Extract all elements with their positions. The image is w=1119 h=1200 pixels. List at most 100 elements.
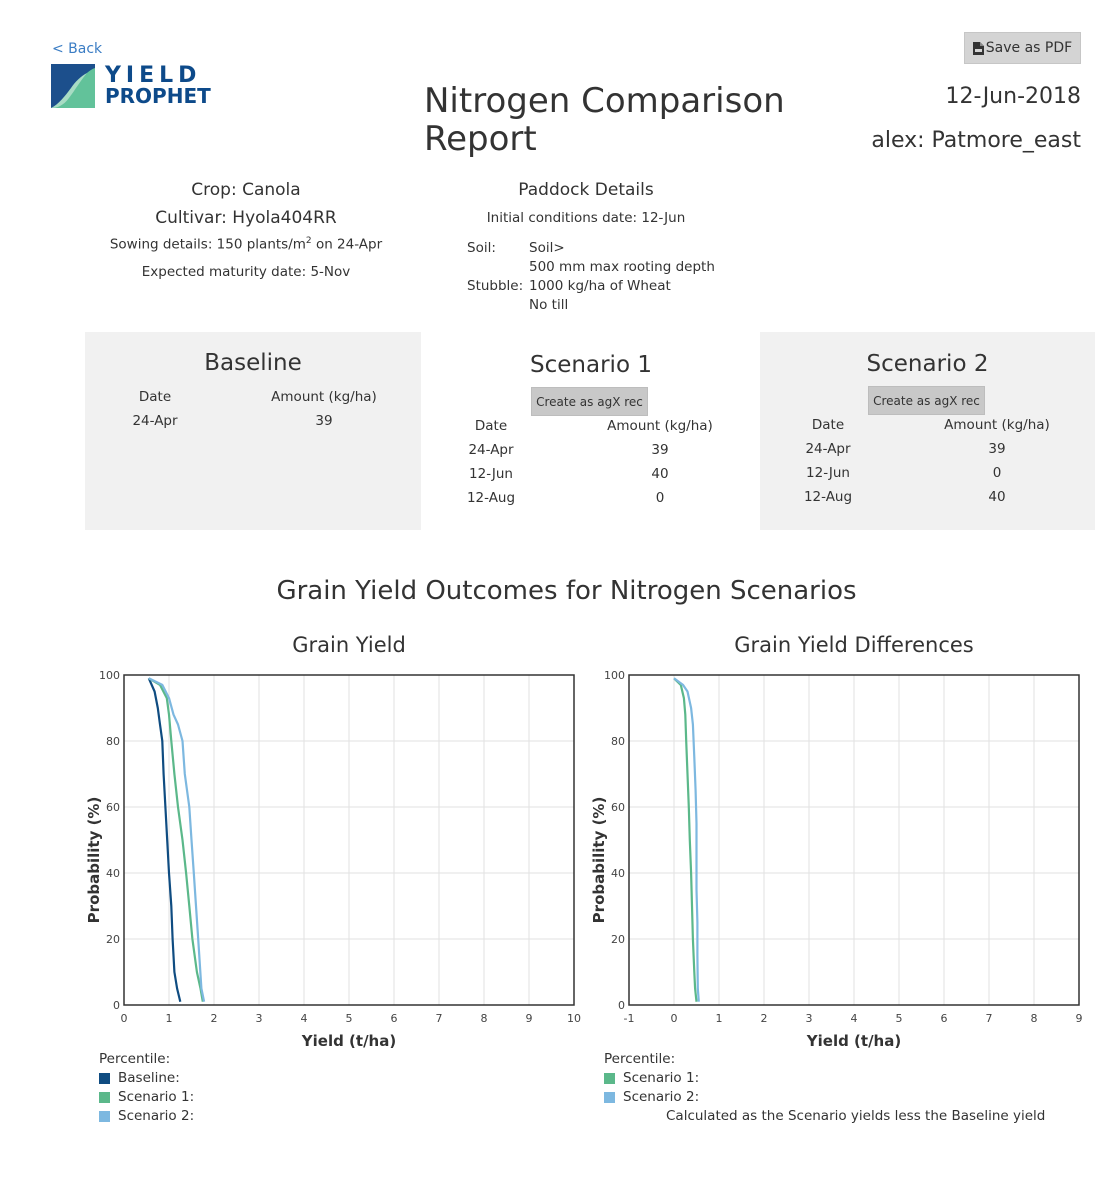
x-axis-label: Yield (t/ha) <box>301 1032 396 1050</box>
baseline-panel: Baseline Date Amount (kg/ha) 24-Apr 39 <box>85 332 421 530</box>
scenario2-swatch <box>99 1110 110 1122</box>
soil-value: Soil> <box>529 240 565 256</box>
scenario1-amount-header: Amount (kg/ha) <box>607 418 713 434</box>
x-tick-label: 7 <box>986 1012 993 1025</box>
y-tick-label: 60 <box>611 801 625 814</box>
legend-item-diff-scenario2: Scenario 2: <box>604 1089 699 1105</box>
x-tick-label: 8 <box>1031 1012 1038 1025</box>
series-line-3 <box>148 677 206 1002</box>
table-row-date: 24-Apr <box>805 441 851 457</box>
table-row-date: 12-Aug <box>466 490 516 506</box>
legend-item-scenario1: Scenario 1: <box>99 1089 194 1105</box>
scenario2-title: Scenario 2 <box>866 351 989 377</box>
pdf-file-icon <box>972 41 984 55</box>
rooting-depth: 500 mm max rooting depth <box>529 259 715 275</box>
x-tick-label: 4 <box>851 1012 858 1025</box>
yield-prophet-logo: YIELD PROPHET <box>51 63 211 109</box>
x-tick-label: 7 <box>436 1012 443 1025</box>
legend-heading-left: Percentile: <box>99 1051 171 1067</box>
legend-item-diff-scenario1: Scenario 1: <box>604 1070 699 1086</box>
crop-details: Crop: Canola Cultivar: Hyola404RR Sowing… <box>86 180 406 280</box>
legend-diff-scenario2-label: Scenario 2: <box>623 1089 700 1105</box>
initial-conditions-date: Initial conditions date: 12-Jun <box>486 210 686 226</box>
x-tick-label: 1 <box>166 1012 173 1025</box>
table-row-amount: 40 <box>988 489 1006 505</box>
x-tick-label: -1 <box>624 1012 635 1025</box>
y-tick-label: 0 <box>113 999 120 1012</box>
x-tick-label: 5 <box>896 1012 903 1025</box>
series-line-2 <box>673 677 700 1002</box>
series-line-2 <box>148 677 204 1002</box>
logo-mark-icon <box>51 64 95 108</box>
scenario2-panel: Scenario 2 Create as agX rec Date Amount… <box>760 332 1095 530</box>
cultivar-name: Cultivar: Hyola404RR <box>155 208 337 228</box>
x-tick-label: 10 <box>567 1012 581 1025</box>
x-tick-label: 9 <box>1076 1012 1083 1025</box>
table-row-amount: 0 <box>655 490 665 506</box>
table-row-amount: 39 <box>651 442 669 458</box>
table-row-date: 24-Apr <box>132 413 178 429</box>
scenario1-create-agx-button[interactable]: Create as agX rec <box>531 387 648 416</box>
sowing-details: Sowing details: 150 plants/m2 on 24-Apr <box>109 236 383 253</box>
x-tick-label: 0 <box>671 1012 678 1025</box>
scenario1-swatch <box>99 1091 110 1103</box>
save-as-pdf-label: Save as PDF <box>985 40 1073 56</box>
stubble-value: 1000 kg/ha of Wheat <box>529 278 671 294</box>
diff-scenario1-swatch <box>604 1072 615 1084</box>
table-row-date: 12-Jun <box>806 465 850 481</box>
page-title-line2: Report <box>424 119 537 159</box>
page-title-line1: Nitrogen Comparison <box>424 81 785 121</box>
x-tick-label: 9 <box>526 1012 533 1025</box>
x-tick-label: 5 <box>346 1012 353 1025</box>
scenario1-title: Scenario 1 <box>530 352 652 378</box>
baseline-title: Baseline <box>204 350 302 376</box>
scenario2-create-agx-button[interactable]: Create as agX rec <box>868 386 985 415</box>
logo-line2: PROPHET <box>105 84 211 108</box>
scenario2-date-header: Date <box>811 417 845 433</box>
legend-item-scenario2: Scenario 2: <box>99 1108 194 1124</box>
y-tick-label: 40 <box>611 867 625 880</box>
back-link[interactable]: < Back <box>52 41 103 57</box>
legend-heading-right: Percentile: <box>604 1051 676 1067</box>
y-axis-label: Probability (%) <box>590 797 608 924</box>
scenario1-panel: Scenario 1 Create as agX rec Date Amount… <box>423 332 759 530</box>
baseline-date-header: Date <box>138 389 172 405</box>
x-tick-label: 6 <box>391 1012 398 1025</box>
y-tick-label: 20 <box>106 933 120 946</box>
scenario1-date-header: Date <box>474 418 508 434</box>
plot-frame <box>628 674 1080 1006</box>
scenario2-amount-header: Amount (kg/ha) <box>944 417 1050 433</box>
y-tick-label: 20 <box>611 933 625 946</box>
legend-scenario1-label: Scenario 1: <box>118 1089 195 1105</box>
x-tick-label: 8 <box>481 1012 488 1025</box>
x-tick-label: 0 <box>121 1012 128 1025</box>
logo-line1: YIELD <box>105 63 202 88</box>
y-axis-label: Probability (%) <box>85 797 103 924</box>
table-row-date: 24-Apr <box>468 442 514 458</box>
y-tick-label: 80 <box>106 735 120 748</box>
grain-yield-chart-title: Grain Yield <box>292 633 406 657</box>
legend-item-baseline: Baseline: <box>99 1070 180 1086</box>
page-title: Nitrogen Comparison Report <box>424 82 785 158</box>
crop-name: Crop: Canola <box>191 180 301 200</box>
table-row-date: 12-Jun <box>469 466 513 482</box>
differences-note: Calculated as the Scenario yields less t… <box>666 1108 1046 1124</box>
y-tick-label: 40 <box>106 867 120 880</box>
y-tick-label: 100 <box>99 669 120 682</box>
baseline-swatch <box>99 1072 110 1084</box>
table-row-amount: 0 <box>992 465 1002 481</box>
series-line-1 <box>673 677 698 1002</box>
x-tick-label: 2 <box>761 1012 768 1025</box>
stubble-label: Stubble: <box>467 278 524 294</box>
y-tick-label: 100 <box>604 669 625 682</box>
series-line-1 <box>147 677 182 1002</box>
maturity-date: Expected maturity date: 5-Nov <box>141 264 351 280</box>
soil-label: Soil: <box>467 240 496 256</box>
save-as-pdf-button[interactable]: Save as PDF <box>964 32 1081 64</box>
x-tick-label: 4 <box>301 1012 308 1025</box>
x-tick-label: 6 <box>941 1012 948 1025</box>
diff-scenario2-swatch <box>604 1091 615 1103</box>
x-tick-label: 1 <box>716 1012 723 1025</box>
